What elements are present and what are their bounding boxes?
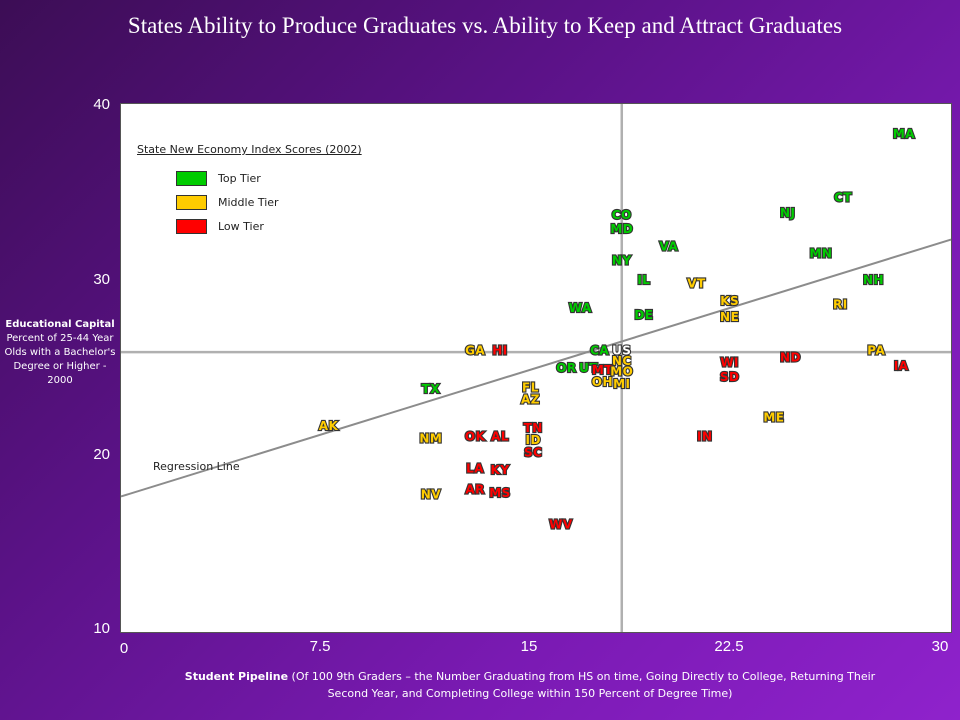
state-point-wv: WV — [549, 518, 573, 532]
state-point-us: US — [612, 343, 631, 357]
x-axis-label: Student Pipeline (Of 100 9th Graders – t… — [175, 668, 885, 702]
state-point-ca: CA — [590, 343, 609, 357]
state-point-ne: NE — [720, 310, 739, 324]
state-point-ia: IA — [894, 359, 909, 373]
y-axis-label-detail: Percent of 25-44 Year Olds with a Bachel… — [4, 333, 116, 386]
x-tick-7-5: 7.5 — [309, 638, 331, 655]
legend-label-low: Low Tier — [218, 220, 264, 233]
legend-swatch-top — [176, 171, 207, 186]
state-point-ar: AR — [465, 482, 485, 496]
state-point-mo: MO — [610, 365, 633, 379]
state-point-mt: MT — [592, 363, 613, 377]
state-point-or: OR — [556, 361, 576, 375]
legend-swatch-middle — [176, 195, 207, 210]
legend-swatch-low — [176, 219, 207, 234]
regression-line — [120, 238, 952, 498]
state-point-ut: UT — [579, 361, 598, 375]
state-point-ak: AK — [319, 419, 339, 433]
state-point-me: ME — [763, 410, 784, 424]
state-point-ma: MA — [893, 127, 915, 141]
state-point-il: IL — [637, 273, 650, 287]
x-tick-15: 15 — [520, 638, 538, 655]
legend-label-top: Top Tier — [218, 172, 261, 185]
state-point-nd: ND — [780, 350, 801, 364]
state-point-nh: NH — [863, 273, 884, 287]
state-point-ri: RI — [833, 298, 848, 312]
state-point-ga: GA — [465, 343, 485, 357]
state-point-hi: HI — [492, 343, 508, 357]
x-tick-22-5: 22.5 — [714, 638, 744, 655]
state-point-pa: PA — [867, 343, 885, 357]
state-point-in: IN — [697, 430, 713, 444]
y-axis-label: Educational Capital Percent of 25-44 Yea… — [0, 318, 120, 388]
state-point-mn: MN — [809, 247, 832, 261]
state-point-ks: KS — [720, 294, 739, 308]
state-point-sd: SD — [720, 370, 740, 384]
state-point-nc: NC — [612, 354, 632, 368]
state-point-ny: NY — [612, 254, 632, 268]
state-point-ct: CT — [834, 190, 852, 204]
state-point-nm: NM — [419, 431, 442, 445]
state-point-id: ID — [526, 433, 541, 447]
x-tick-0: 0 — [119, 640, 129, 657]
regression-line-label: Regression Line — [153, 460, 240, 473]
state-point-ky: KY — [491, 463, 510, 477]
state-point-co: CO — [612, 208, 632, 222]
legend-label-middle: Middle Tier — [218, 196, 279, 209]
state-point-ok: OK — [465, 430, 486, 444]
state-point-vt: VT — [687, 277, 706, 291]
state-point-tx: TX — [422, 382, 441, 396]
state-point-al: AL — [491, 430, 509, 444]
x-axis-label-bold: Student Pipeline — [184, 670, 289, 683]
x-tick-30: 30 — [931, 638, 949, 655]
state-point-az: AZ — [521, 393, 540, 407]
state-point-nj: NJ — [780, 206, 796, 220]
state-point-wa: WA — [569, 301, 592, 315]
state-point-va: VA — [659, 240, 678, 254]
y-tick-30: 30 — [93, 271, 110, 288]
y-tick-10: 10 — [93, 620, 110, 637]
state-point-ms: MS — [489, 486, 511, 500]
y-tick-20: 20 — [93, 446, 110, 463]
state-point-oh: OH — [592, 375, 613, 389]
state-point-tn: TN — [524, 421, 543, 435]
state-point-de: DE — [634, 308, 653, 322]
x-axis-label-detail: (Of 100 9th Graders – the Number Graduat… — [291, 670, 876, 700]
state-point-fl: FL — [522, 380, 539, 394]
state-point-la: LA — [466, 461, 484, 475]
state-point-mi: MI — [613, 377, 630, 391]
state-point-nv: NV — [421, 488, 442, 502]
state-point-sc: SC — [524, 445, 542, 459]
y-tick-40: 40 — [93, 96, 110, 113]
legend-title: State New Economy Index Scores (2002) — [137, 143, 362, 156]
state-point-wi: WI — [720, 356, 739, 370]
y-axis-label-bold: Educational Capital — [5, 319, 115, 330]
chart-title: States Ability to Produce Graduates vs. … — [127, 13, 843, 38]
state-point-md: MD — [610, 222, 633, 236]
